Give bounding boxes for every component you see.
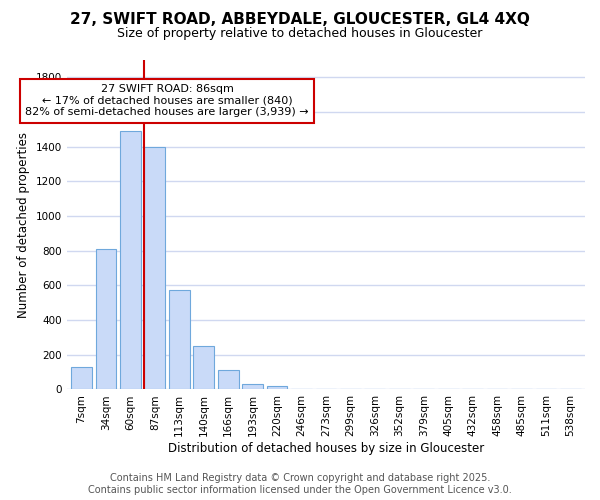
- Bar: [169, 290, 190, 390]
- Bar: [266, 386, 287, 390]
- Bar: [193, 346, 214, 390]
- Bar: [242, 384, 263, 390]
- Text: 27, SWIFT ROAD, ABBEYDALE, GLOUCESTER, GL4 4XQ: 27, SWIFT ROAD, ABBEYDALE, GLOUCESTER, G…: [70, 12, 530, 28]
- Text: Size of property relative to detached houses in Gloucester: Size of property relative to detached ho…: [118, 28, 482, 40]
- Text: Contains HM Land Registry data © Crown copyright and database right 2025.
Contai: Contains HM Land Registry data © Crown c…: [88, 474, 512, 495]
- Bar: [71, 367, 92, 390]
- X-axis label: Distribution of detached houses by size in Gloucester: Distribution of detached houses by size …: [168, 442, 484, 455]
- Bar: [145, 146, 165, 390]
- Bar: [95, 249, 116, 390]
- Y-axis label: Number of detached properties: Number of detached properties: [17, 132, 30, 318]
- Text: 27 SWIFT ROAD: 86sqm
← 17% of detached houses are smaller (840)
82% of semi-deta: 27 SWIFT ROAD: 86sqm ← 17% of detached h…: [25, 84, 309, 117]
- Bar: [218, 370, 239, 390]
- Bar: [120, 131, 141, 390]
